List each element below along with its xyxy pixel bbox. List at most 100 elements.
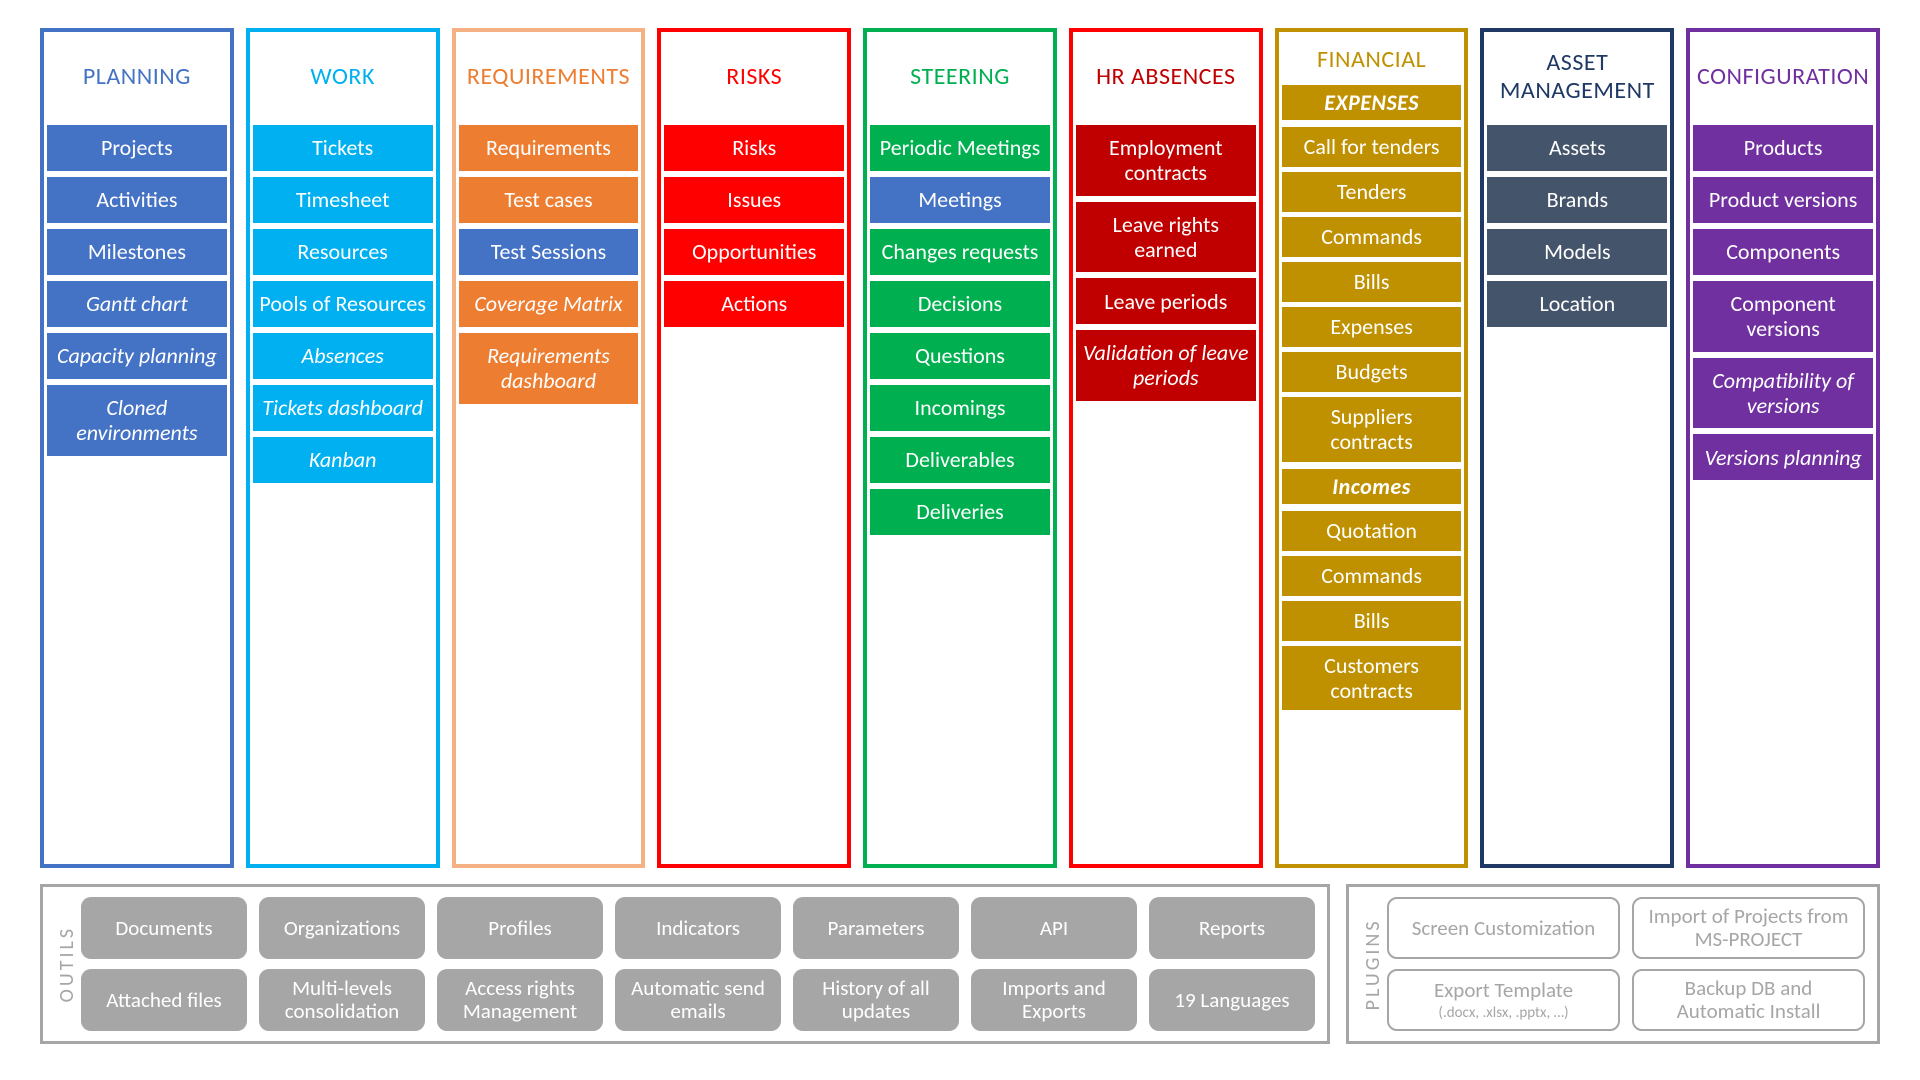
column-body-work: Tickets Timesheet Resources Pools of Resour… xyxy=(250,122,436,486)
column-body-financial: EXPENSES Call for tenders Tenders Commands B… xyxy=(1279,82,1465,713)
cell[interactable]: Absences xyxy=(253,333,433,379)
column-body-hr: Employment contractsLeave rights earned L… xyxy=(1073,122,1259,404)
cell[interactable]: Products xyxy=(1693,125,1873,171)
cell[interactable]: Resources xyxy=(253,229,433,275)
cell[interactable]: Quotation xyxy=(1282,511,1462,551)
cell[interactable]: Budgets xyxy=(1282,352,1462,392)
cell[interactable]: Changes requests xyxy=(870,229,1050,275)
cell[interactable]: Compatibility of versions xyxy=(1693,358,1873,429)
column-header-steering: STEERING xyxy=(867,32,1053,122)
cell[interactable]: Call for tenders xyxy=(1282,127,1462,167)
cell[interactable]: Bills xyxy=(1282,601,1462,641)
plugins-item[interactable]: Export Template(.docx, .xlsx, .pptx, …) xyxy=(1387,969,1620,1031)
cell[interactable]: Validation of leave periods xyxy=(1076,330,1256,401)
column-header-asset: ASSET MANAGEMENT xyxy=(1484,32,1670,122)
cell[interactable]: Leave periods xyxy=(1076,278,1256,324)
cell[interactable]: Expenses xyxy=(1282,307,1462,347)
cell[interactable]: Actions xyxy=(664,281,844,327)
cell[interactable]: Decisions xyxy=(870,281,1050,327)
plugins-panel: PLUGINS Screen CustomizationImport of Pr… xyxy=(1346,884,1880,1044)
cell[interactable]: Incomings xyxy=(870,385,1050,431)
column-header-financial: FINANCIAL xyxy=(1279,32,1465,82)
cell[interactable]: Customers contracts xyxy=(1282,646,1462,711)
outils-item[interactable]: Attached files xyxy=(81,969,247,1031)
column-configuration: CONFIGURATIONProducts Product versions Com… xyxy=(1686,28,1880,868)
outils-item[interactable]: API xyxy=(971,897,1137,959)
column-financial: FINANCIALEXPENSES Call for tenders Tenders… xyxy=(1275,28,1469,868)
module-columns: PLANNINGProjectsActivitiesMilestonesGant… xyxy=(40,28,1880,868)
plugins-item[interactable]: Import of Projects from MS-PROJECT xyxy=(1632,897,1865,959)
cell[interactable]: Brands xyxy=(1487,177,1667,223)
column-body-asset: Assets Brands Models Location xyxy=(1484,122,1670,330)
cell[interactable]: Employment contracts xyxy=(1076,125,1256,196)
cell[interactable]: Commands xyxy=(1282,217,1462,257)
cell[interactable]: Milestones xyxy=(47,229,227,275)
cell[interactable]: Suppliers contracts xyxy=(1282,397,1462,462)
column-header-risks: RISKS xyxy=(661,32,847,122)
cell[interactable]: Tickets xyxy=(253,125,433,171)
cell[interactable]: Tickets dashboard xyxy=(253,385,433,431)
cell[interactable]: Components xyxy=(1693,229,1873,275)
cell[interactable]: Product versions xyxy=(1693,177,1873,223)
column-risks: RISKSRisks Issues Opportunities Actions xyxy=(657,28,851,868)
cell[interactable]: Gantt chart xyxy=(47,281,227,327)
plugins-grid: Screen CustomizationImport of Projects f… xyxy=(1387,897,1865,1031)
outils-item[interactable]: Access rights Management xyxy=(437,969,603,1031)
cell[interactable]: Meetings xyxy=(870,177,1050,223)
column-body-risks: Risks Issues Opportunities Actions xyxy=(661,122,847,330)
outils-grid: DocumentsOrganizationsProfilesIndicators… xyxy=(81,897,1315,1031)
cell[interactable]: Opportunities xyxy=(664,229,844,275)
cell[interactable]: Location xyxy=(1487,281,1667,327)
cell[interactable]: Requirements xyxy=(459,125,639,171)
cell[interactable]: Commands xyxy=(1282,556,1462,596)
outils-item[interactable]: Reports xyxy=(1149,897,1315,959)
outils-item[interactable]: 19 Languages xyxy=(1149,969,1315,1031)
outils-item[interactable]: Profiles xyxy=(437,897,603,959)
cell[interactable]: Deliveries xyxy=(870,489,1050,535)
cell[interactable]: Requirements dashboard xyxy=(459,333,639,404)
section-heading: EXPENSES xyxy=(1282,85,1462,122)
cell[interactable]: Periodic Meetings xyxy=(870,125,1050,171)
column-header-hr: HR ABSENCES xyxy=(1073,32,1259,122)
cell[interactable]: Test Sessions xyxy=(459,229,639,275)
outils-item[interactable]: Multi-levels consolidation xyxy=(259,969,425,1031)
outils-item[interactable]: Documents xyxy=(81,897,247,959)
outils-item[interactable]: Parameters xyxy=(793,897,959,959)
cell[interactable]: Deliverables xyxy=(870,437,1050,483)
bottom-panels: OUTILS DocumentsOrganizationsProfilesInd… xyxy=(40,884,1880,1044)
cell[interactable]: Versions planning xyxy=(1693,434,1873,480)
column-steering: STEERINGPeriodic Meetings Meetings Changes… xyxy=(863,28,1057,868)
column-planning: PLANNINGProjectsActivitiesMilestonesGant… xyxy=(40,28,234,868)
cell[interactable]: Kanban xyxy=(253,437,433,483)
cell[interactable]: Questions xyxy=(870,333,1050,379)
cell[interactable]: Projects xyxy=(47,125,227,171)
cell[interactable]: Timesheet xyxy=(253,177,433,223)
plugins-item[interactable]: Screen Customization xyxy=(1387,897,1620,959)
cell[interactable]: Activities xyxy=(47,177,227,223)
outils-item[interactable]: Imports and Exports xyxy=(971,969,1137,1031)
outils-item[interactable]: Organizations xyxy=(259,897,425,959)
cell[interactable]: Pools of Resources xyxy=(253,281,433,327)
cell[interactable]: Leave rights earned xyxy=(1076,202,1256,273)
column-hr: HR ABSENCESEmployment contractsLeave rig… xyxy=(1069,28,1263,868)
cell[interactable]: Risks xyxy=(664,125,844,171)
cell[interactable]: Test cases xyxy=(459,177,639,223)
cell[interactable]: Issues xyxy=(664,177,844,223)
cell[interactable]: Assets xyxy=(1487,125,1667,171)
cell[interactable]: Component versions xyxy=(1693,281,1873,352)
cell[interactable]: Cloned environments xyxy=(47,385,227,456)
cell[interactable]: Coverage Matrix xyxy=(459,281,639,327)
outils-item[interactable]: History of all updates xyxy=(793,969,959,1031)
section-heading: Incomes xyxy=(1282,467,1462,506)
column-header-configuration: CONFIGURATION xyxy=(1690,32,1876,122)
cell[interactable]: Tenders xyxy=(1282,172,1462,212)
plugins-item[interactable]: Backup DB and Automatic Install xyxy=(1632,969,1865,1031)
cell[interactable]: Bills xyxy=(1282,262,1462,302)
column-body-steering: Periodic Meetings Meetings Changes request… xyxy=(867,122,1053,538)
outils-item[interactable]: Indicators xyxy=(615,897,781,959)
cell[interactable]: Capacity planning xyxy=(47,333,227,379)
outils-item[interactable]: Automatic send emails xyxy=(615,969,781,1031)
cell[interactable]: Models xyxy=(1487,229,1667,275)
column-header-work: WORK xyxy=(250,32,436,122)
column-body-configuration: Products Product versions Components Compon… xyxy=(1690,122,1876,483)
